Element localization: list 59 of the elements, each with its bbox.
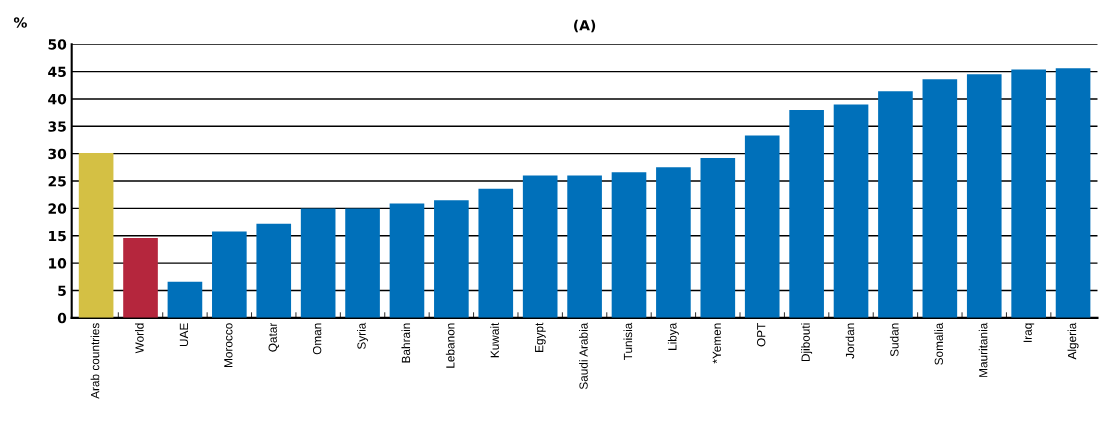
x-tick-label: Jordan [845, 323, 855, 359]
bar [833, 104, 869, 318]
y-tick-label: 5 [58, 285, 66, 296]
x-tick-label: World [135, 323, 144, 354]
x-tick-label: *Yemen [712, 323, 721, 364]
bar [922, 79, 958, 318]
x-tick-label: Tunisia [623, 322, 633, 361]
x-tick-label: Qatar [268, 322, 280, 352]
x-tick-label: UAE [179, 323, 189, 347]
x-tick-label: Morocco [224, 323, 233, 368]
bar [434, 200, 469, 318]
bar [167, 281, 203, 318]
x-tick-label: Somalia [934, 322, 944, 365]
x-tick-label: Bahrain [401, 323, 411, 363]
bar [478, 188, 514, 318]
bar [789, 109, 824, 318]
x-tick-label: OPT [757, 322, 766, 347]
bar [256, 223, 292, 318]
x-tick-label: Iraq [1023, 323, 1035, 342]
bar [966, 74, 1002, 318]
bar [878, 91, 913, 318]
bar [744, 135, 780, 318]
x-tick-label: Saudi Arabia [579, 322, 588, 390]
bar [656, 167, 691, 318]
y-tick-label: 0 [57, 312, 67, 324]
x-tick-label: Arab countries [90, 323, 100, 399]
bar [389, 203, 425, 318]
x-tick-label: Mauritania [978, 322, 988, 377]
y-axis-title: % [13, 17, 27, 28]
x-tick-label: Oman [312, 323, 322, 355]
y-tick-label: 25 [48, 176, 66, 187]
bar [78, 153, 114, 318]
bar [212, 231, 247, 318]
chart-title: (A) [574, 19, 596, 33]
x-tick-label: Libya [667, 322, 679, 350]
y-tick-label: 50 [48, 39, 67, 50]
y-tick-label: 15 [49, 230, 66, 242]
bar [1011, 69, 1046, 318]
y-tick-label: 45 [48, 66, 66, 78]
bar [700, 158, 736, 318]
y-tick-label: 40 [48, 93, 67, 105]
y-tick-label: 20 [48, 203, 67, 214]
bar [611, 172, 647, 318]
y-tick-label: 10 [49, 258, 67, 269]
x-tick-label: Egypt [535, 322, 546, 352]
bar [300, 208, 336, 318]
x-tick-label: Syria [357, 322, 369, 350]
bar [567, 175, 602, 318]
bar [522, 175, 558, 318]
y-tick-label: 30 [48, 148, 67, 160]
bar [123, 237, 158, 318]
y-tick-label: 35 [48, 121, 66, 132]
x-tick-label: Algeria [1067, 322, 1079, 360]
bar [345, 208, 380, 318]
x-tick-label: Djibouti [801, 323, 813, 362]
x-tick-label: Kuwait [490, 322, 499, 358]
x-tick-label: Lebanon [445, 323, 455, 368]
bar [1055, 68, 1091, 318]
x-tick-label: Sudan [889, 323, 899, 357]
